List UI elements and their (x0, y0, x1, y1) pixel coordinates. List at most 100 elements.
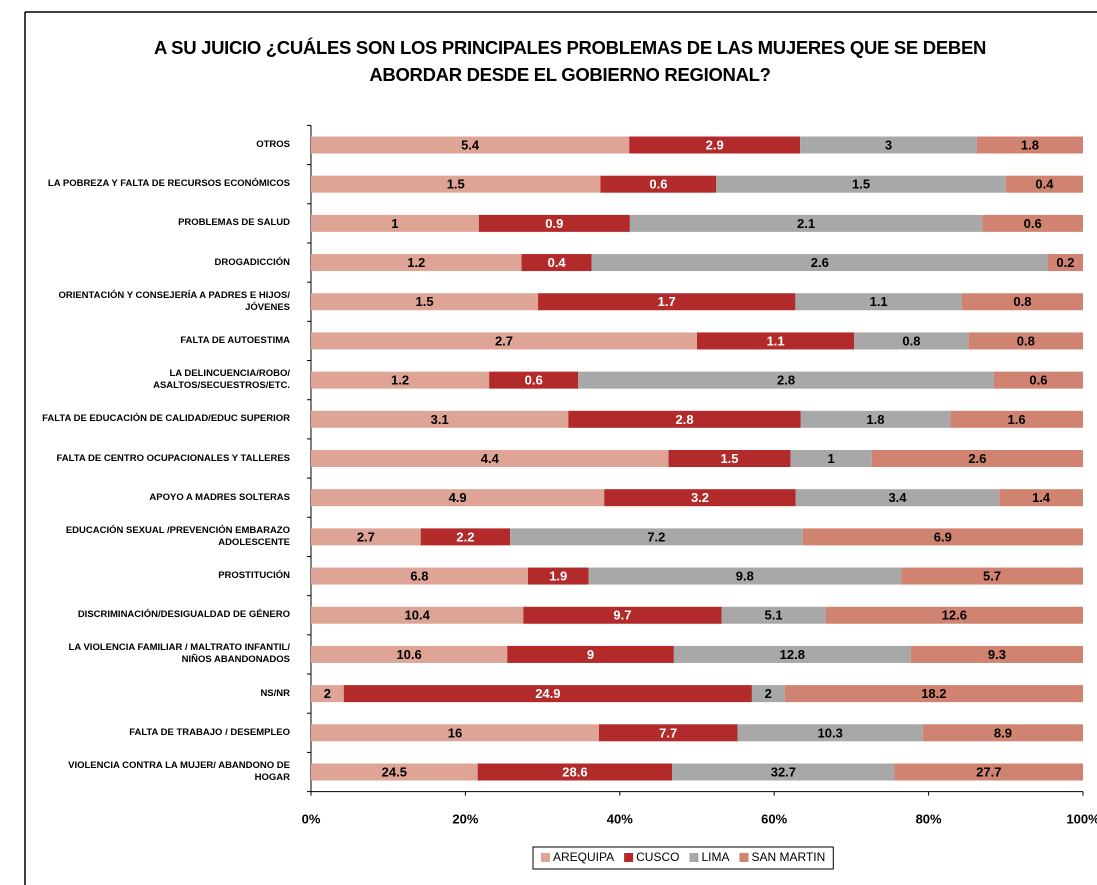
bar-segment (311, 645, 508, 663)
data-label: 7.2 (647, 529, 665, 544)
bar-segment (311, 214, 479, 232)
data-label: 9.8 (736, 569, 754, 584)
bar-segment (721, 606, 826, 624)
bar-segment (976, 136, 1083, 154)
y-tick-label: OTROS (256, 139, 290, 150)
y-tick-label: LA VIOLENCIA FAMILIAR / MALTRATO INFANTI… (68, 642, 290, 666)
y-tick-label: LA POBREZA Y FALTA DE RECURSOS ECONÓMICO… (47, 178, 290, 190)
bar-segment (538, 293, 796, 311)
bar-segment (961, 293, 1083, 311)
bar-segment (489, 371, 579, 389)
x-tick-label: 60% (761, 811, 787, 826)
bar-segment (478, 214, 630, 232)
bar-segment (311, 410, 569, 428)
data-label: 3.1 (431, 412, 449, 427)
x-tick-label: 80% (916, 811, 942, 826)
data-label: 0.6 (1024, 216, 1042, 231)
data-label: 2.7 (357, 529, 375, 544)
bar-segment (751, 685, 785, 703)
bar-segment (790, 450, 872, 467)
bar-segment (982, 214, 1083, 232)
data-label: 0.9 (545, 216, 563, 231)
y-tick-label: FALTA DE EDUCACIÓN DE CALIDAD/EDUC SUPER… (42, 413, 290, 425)
y-tick-label: PROSTITUCIÓN (218, 570, 290, 582)
bar-segment (591, 254, 1048, 272)
y-tick-label: EDUCACIÓN SEXUAL /PREVENCIÓN EMBARAZO AD… (65, 524, 290, 548)
y-tick-label: APOYO A MADRES SOLTERAS (149, 491, 290, 503)
bar-segment (311, 293, 539, 311)
bar-segment (477, 763, 673, 781)
bar-segment (311, 254, 522, 272)
bar-segment (420, 528, 511, 546)
legend-swatch (689, 853, 699, 862)
data-label: 1.5 (447, 177, 465, 192)
y-tick-label: FALTA DE CENTRO OCUPACIONALES Y TALLERES (56, 452, 290, 464)
bar-segment (697, 332, 855, 350)
bar-segment (993, 371, 1083, 389)
y-tick-label: ORIENTACIÓN Y CONSEJERÍA A PADRES E HIJO… (58, 289, 290, 313)
data-label: 2.1 (797, 216, 815, 231)
data-label: 24.5 (382, 764, 407, 779)
bar-segment (672, 763, 895, 781)
bar-segment (527, 567, 589, 585)
data-label: 18.2 (921, 686, 946, 701)
data-label: 0.6 (649, 177, 667, 192)
bar-segment (311, 450, 669, 467)
data-label: 9.7 (613, 608, 631, 623)
bar-segment (311, 724, 599, 742)
bar-segment (578, 371, 994, 389)
bar-segment (600, 175, 717, 193)
data-label: 0.2 (1056, 255, 1074, 270)
bar-segment (311, 175, 601, 193)
bar-segment (311, 489, 605, 507)
data-label: 8.9 (994, 725, 1012, 740)
legend-label: LIMA (701, 850, 729, 864)
data-label: 6.9 (934, 529, 952, 544)
legend-swatch (739, 853, 749, 862)
bar-segment (871, 450, 1083, 467)
bar-segment (588, 567, 902, 585)
y-tick-label: DROGADICCIÓN (214, 256, 290, 268)
data-label: 3.4 (888, 490, 907, 505)
data-label: 1.8 (1021, 137, 1039, 152)
chart-title: A SU JUICIO ¿CUÁLES SON LOS PRINCIPALES … (153, 37, 987, 85)
data-label: 1.9 (549, 569, 567, 584)
data-label: 12.6 (942, 608, 967, 623)
bar-segment (901, 567, 1083, 585)
data-label: 2.9 (706, 137, 724, 152)
data-label: 2.7 (495, 333, 513, 348)
data-label: 3 (885, 137, 892, 152)
legend-box (532, 846, 834, 870)
data-label: 0.8 (1013, 294, 1031, 309)
data-label: 16 (448, 725, 462, 740)
bar-segment (784, 685, 1083, 703)
legend-swatch (541, 853, 550, 862)
data-label: 5.1 (765, 608, 783, 623)
data-label: 9.3 (988, 647, 1006, 662)
bar-segment (510, 528, 803, 546)
bar-segment (673, 645, 911, 663)
data-label: 1.2 (391, 373, 409, 388)
y-tick-label: PROBLEMAS DE SALUD (178, 217, 290, 229)
data-label: 0.4 (1035, 177, 1054, 192)
y-tick-label: FALTA DE AUTOESTIMA (180, 334, 290, 346)
data-label: 1.4 (1032, 490, 1051, 505)
bar-segment (802, 528, 1083, 546)
data-label: 1.2 (407, 255, 425, 270)
bar-segment (311, 371, 490, 389)
data-label: 10.3 (818, 725, 843, 740)
data-label: 2 (765, 686, 772, 701)
bar-segment (311, 528, 421, 546)
bar-segment (825, 606, 1083, 624)
y-tick-label: DISCRIMINACIÓN/DESIGUALDAD DE GÉNERO (77, 609, 290, 621)
data-label: 1.8 (866, 412, 884, 427)
data-label: 1.5 (720, 451, 738, 466)
x-tick-label: 20% (452, 811, 478, 826)
data-label: 5.7 (983, 569, 1001, 584)
bar-segment (737, 724, 923, 742)
data-label: 10.4 (405, 608, 431, 623)
legend-label: AREQUIPA (553, 850, 614, 864)
y-tick-label: VIOLENCIA CONTRA LA MUJER/ ABANDONO DE H… (68, 760, 290, 783)
bar-segment (311, 685, 344, 703)
